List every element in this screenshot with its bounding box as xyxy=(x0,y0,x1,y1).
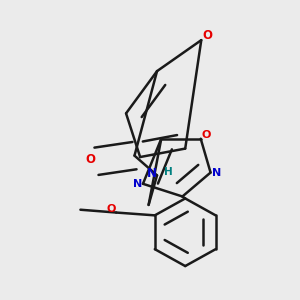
Text: O: O xyxy=(106,204,116,214)
Text: O: O xyxy=(85,153,95,167)
Text: H: H xyxy=(164,167,173,177)
Text: O: O xyxy=(201,130,211,140)
Text: O: O xyxy=(202,29,212,42)
Text: N: N xyxy=(147,167,157,180)
Text: N: N xyxy=(133,179,142,189)
Text: N: N xyxy=(212,167,221,178)
